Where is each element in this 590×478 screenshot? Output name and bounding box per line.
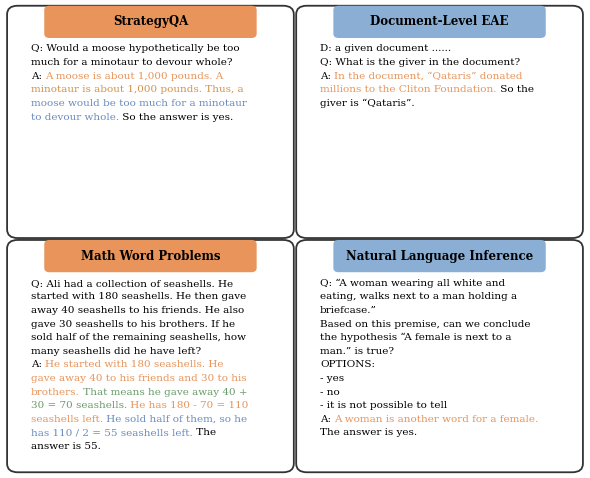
Text: So the: So the [497, 85, 533, 94]
FancyBboxPatch shape [296, 6, 583, 238]
FancyBboxPatch shape [7, 240, 294, 472]
Text: A woman is another word for a female.: A woman is another word for a female. [335, 415, 539, 424]
FancyBboxPatch shape [296, 240, 583, 472]
Text: much for a minotaur to devour whole?: much for a minotaur to devour whole? [31, 58, 232, 67]
FancyBboxPatch shape [333, 6, 546, 38]
Text: - no: - no [320, 388, 340, 397]
Text: the hypothesis “A female is next to a: the hypothesis “A female is next to a [320, 333, 512, 342]
Text: In the document, “Qataris” donated: In the document, “Qataris” donated [335, 72, 523, 81]
Text: Based on this premise, can we conclude: Based on this premise, can we conclude [320, 319, 530, 328]
Text: started with 180 seashells. He then gave: started with 180 seashells. He then gave [31, 292, 246, 301]
Text: sold half of the remaining seashells, how: sold half of the remaining seashells, ho… [31, 333, 246, 342]
Text: - it is not possible to tell: - it is not possible to tell [320, 401, 447, 410]
Text: Q: Ali had a collection of seashells. He: Q: Ali had a collection of seashells. He [31, 279, 233, 288]
Text: A:: A: [31, 360, 45, 369]
Text: A:: A: [320, 415, 335, 424]
Text: He has 180 - 70 = 110: He has 180 - 70 = 110 [127, 401, 248, 410]
FancyBboxPatch shape [44, 240, 257, 272]
Text: seashells left.: seashells left. [31, 415, 103, 424]
Text: A:: A: [320, 72, 335, 81]
Text: many seashells did he have left?: many seashells did he have left? [31, 347, 201, 356]
Text: Natural Language Inference: Natural Language Inference [346, 250, 533, 262]
Text: StrategyQA: StrategyQA [113, 15, 188, 28]
Text: gave away 40 to his friends and 30 to his: gave away 40 to his friends and 30 to hi… [31, 374, 247, 383]
Text: OPTIONS:: OPTIONS: [320, 360, 375, 369]
Text: D: a given document ......: D: a given document ...... [320, 44, 451, 54]
FancyBboxPatch shape [44, 6, 257, 38]
Text: minotaur is about 1,000 pounds. Thus, a: minotaur is about 1,000 pounds. Thus, a [31, 85, 244, 94]
Text: The answer is yes.: The answer is yes. [320, 428, 417, 437]
FancyBboxPatch shape [7, 6, 294, 238]
Text: man.” is true?: man.” is true? [320, 347, 394, 356]
Text: moose would be too much for a minotaur: moose would be too much for a minotaur [31, 99, 247, 108]
Text: Q: “A woman wearing all white and: Q: “A woman wearing all white and [320, 279, 505, 288]
Text: brothers.: brothers. [31, 388, 80, 397]
Text: That means he gave away 40 +: That means he gave away 40 + [80, 388, 247, 397]
Text: Math Word Problems: Math Word Problems [81, 250, 220, 262]
Text: He sold half of them, so he: He sold half of them, so he [103, 415, 247, 424]
Text: A:: A: [31, 72, 45, 81]
Text: giver is “Qataris”.: giver is “Qataris”. [320, 99, 415, 108]
Text: 30 = 70 seashells.: 30 = 70 seashells. [31, 401, 127, 410]
Text: eating, walks next to a man holding a: eating, walks next to a man holding a [320, 292, 517, 301]
Text: millions to the Cliton Foundation.: millions to the Cliton Foundation. [320, 85, 497, 94]
Text: to devour whole.: to devour whole. [31, 112, 119, 121]
Text: - yes: - yes [320, 374, 344, 383]
Text: The: The [193, 428, 216, 437]
Text: answer is 55.: answer is 55. [31, 442, 101, 451]
FancyBboxPatch shape [333, 240, 546, 272]
Text: So the answer is yes.: So the answer is yes. [119, 112, 234, 121]
Text: briefcase.”: briefcase.” [320, 306, 377, 315]
Text: A moose is about 1,000 pounds. A: A moose is about 1,000 pounds. A [45, 72, 224, 81]
Text: Q: What is the giver in the document?: Q: What is the giver in the document? [320, 58, 520, 67]
Text: Document-Level EAE: Document-Level EAE [371, 15, 509, 28]
Text: He started with 180 seashells. He: He started with 180 seashells. He [45, 360, 224, 369]
Text: Q: Would a moose hypothetically be too: Q: Would a moose hypothetically be too [31, 44, 240, 54]
Text: away 40 seashells to his friends. He also: away 40 seashells to his friends. He als… [31, 306, 244, 315]
Text: gave 30 seashells to his brothers. If he: gave 30 seashells to his brothers. If he [31, 319, 235, 328]
Text: has 110 / 2 = 55 seashells left.: has 110 / 2 = 55 seashells left. [31, 428, 193, 437]
